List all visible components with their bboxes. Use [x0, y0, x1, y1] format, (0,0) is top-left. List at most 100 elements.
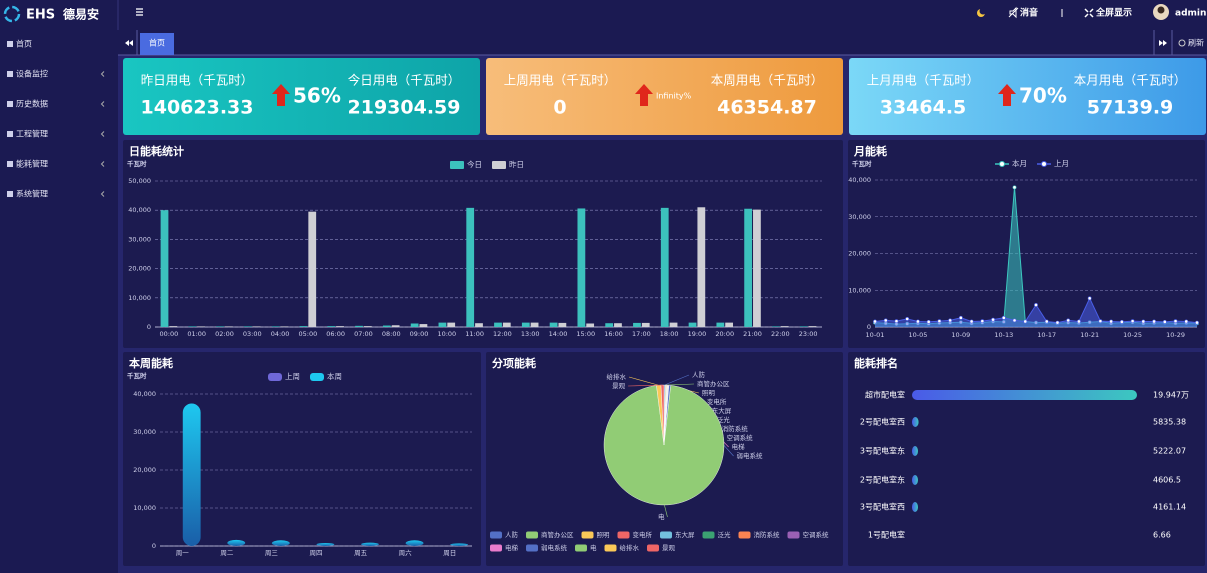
- legend-swatch: [490, 544, 502, 552]
- rank-bar: [912, 475, 918, 485]
- rank-bar: [912, 390, 1137, 400]
- rank-value: 19.947万: [1153, 391, 1189, 400]
- bar: [363, 326, 372, 327]
- legend-swatch: [660, 531, 672, 539]
- legend-label[interactable]: 照明: [597, 531, 611, 539]
- point: [1034, 303, 1038, 307]
- slice-label: 东大屏: [712, 406, 732, 415]
- bar: [224, 326, 233, 327]
- y-tick-label: 40,000: [133, 390, 156, 398]
- legend-label[interactable]: 泛光: [718, 530, 732, 539]
- bar: [182, 403, 201, 546]
- legend-swatch: [1041, 161, 1047, 167]
- user-name[interactable]: admin: [1175, 9, 1206, 19]
- refresh-button[interactable]: 刷新: [1188, 38, 1204, 48]
- trend-arrow: [272, 84, 290, 106]
- leader-line: [665, 383, 694, 386]
- x-tick-label: 21:00: [743, 330, 762, 338]
- x-tick-label: 05:00: [298, 330, 317, 338]
- legend-label[interactable]: 电梯: [505, 543, 519, 552]
- pie-slice: [603, 385, 725, 506]
- menu-item[interactable]: 能耗管理: [16, 159, 48, 169]
- legend-label[interactable]: 昨日: [509, 159, 524, 169]
- y-tick-label: 10,000: [848, 286, 871, 294]
- legend-label[interactable]: 弱电系统: [541, 543, 568, 552]
- legend-label[interactable]: 消防系统: [754, 530, 781, 539]
- stat-card: [123, 58, 480, 135]
- bar: [697, 207, 706, 327]
- legend-swatch: [526, 544, 538, 552]
- mute-button[interactable]: 消音: [1020, 7, 1038, 19]
- slice-label: 电: [658, 512, 665, 521]
- legend-label[interactable]: 今日: [467, 159, 482, 169]
- slice-label: 景观: [612, 382, 626, 390]
- x-tick-label: 周一: [176, 549, 190, 557]
- legend-swatch: [310, 373, 324, 381]
- slice-label: 电梯: [732, 442, 746, 451]
- legend-label[interactable]: 本月: [1012, 158, 1027, 168]
- menu-icon: [7, 191, 13, 197]
- legend-label[interactable]: 商管办公区: [541, 530, 574, 539]
- legend-label[interactable]: 本周: [327, 371, 342, 381]
- legend-label[interactable]: 景观: [662, 544, 676, 552]
- stat-label: 本月用电（千瓦时）: [1074, 73, 1187, 88]
- bar: [280, 326, 289, 327]
- fullscreen-button[interactable]: 全屏显示: [1095, 7, 1132, 19]
- tab-label[interactable]: 首页: [149, 38, 165, 48]
- panel: [123, 140, 843, 348]
- stat-change: Infinity%: [656, 92, 692, 101]
- x-tick-label: 10:00: [437, 330, 456, 338]
- x-tick-label: 08:00: [382, 330, 401, 338]
- legend-label[interactable]: 给排水: [620, 543, 640, 552]
- x-tick-label: 20:00: [715, 330, 734, 338]
- legend-label[interactable]: 上周: [285, 372, 300, 381]
- menu-chevron: [100, 71, 105, 77]
- leader-line: [628, 384, 663, 387]
- x-tick-label: 14:00: [549, 330, 568, 338]
- logo-icon: [3, 5, 21, 23]
- stat-label: 上月用电（千瓦时）: [867, 73, 980, 88]
- menu-item[interactable]: 历史数据: [16, 99, 48, 109]
- legend-label[interactable]: 东大屏: [675, 530, 695, 539]
- bar: [252, 326, 261, 327]
- y-tick-label: 0: [867, 323, 871, 331]
- menu-item[interactable]: 首页: [16, 39, 32, 49]
- tab-next[interactable]: [1159, 40, 1167, 46]
- menu-item[interactable]: 设备监控: [16, 69, 48, 79]
- bar: [725, 322, 734, 327]
- bar: [327, 326, 336, 327]
- menu-item[interactable]: 工程管理: [16, 129, 48, 139]
- x-tick-label: 周三: [265, 549, 279, 557]
- tab-prev[interactable]: [125, 40, 133, 46]
- y-tick-label: 30,000: [133, 428, 156, 436]
- menu-item[interactable]: 系统管理: [16, 189, 48, 199]
- point: [937, 319, 942, 324]
- bar: [799, 326, 808, 327]
- menu-toggle[interactable]: [136, 8, 143, 16]
- rank-value: 6.66: [1153, 531, 1171, 540]
- slice-label: 空调系统: [727, 433, 754, 442]
- rank-name: 3号配电室西: [860, 502, 905, 512]
- x-tick-label: 周五: [354, 549, 368, 557]
- y-tick-label: 20,000: [128, 265, 151, 273]
- stat-value: 46354.87: [717, 97, 817, 119]
- legend-label[interactable]: 电: [590, 543, 597, 552]
- bar: [355, 325, 363, 327]
- x-tick-label: 10-01: [866, 331, 885, 339]
- point: [1087, 296, 1092, 301]
- x-tick-label: 07:00: [354, 330, 373, 338]
- slice-label: 给排水: [607, 372, 627, 381]
- x-tick-label: 18:00: [660, 330, 679, 338]
- bar: [466, 207, 475, 327]
- legend-label[interactable]: 上月: [1054, 159, 1069, 168]
- x-tick-label: 10-17: [1037, 331, 1056, 339]
- point: [969, 319, 974, 324]
- bar: [558, 322, 567, 327]
- legend-label[interactable]: 变电所: [633, 530, 653, 539]
- tab-active[interactable]: [140, 33, 174, 55]
- bar: [716, 322, 725, 327]
- legend-label[interactable]: 人防: [505, 530, 519, 539]
- bar: [216, 326, 224, 327]
- legend-label[interactable]: 空调系统: [803, 530, 830, 539]
